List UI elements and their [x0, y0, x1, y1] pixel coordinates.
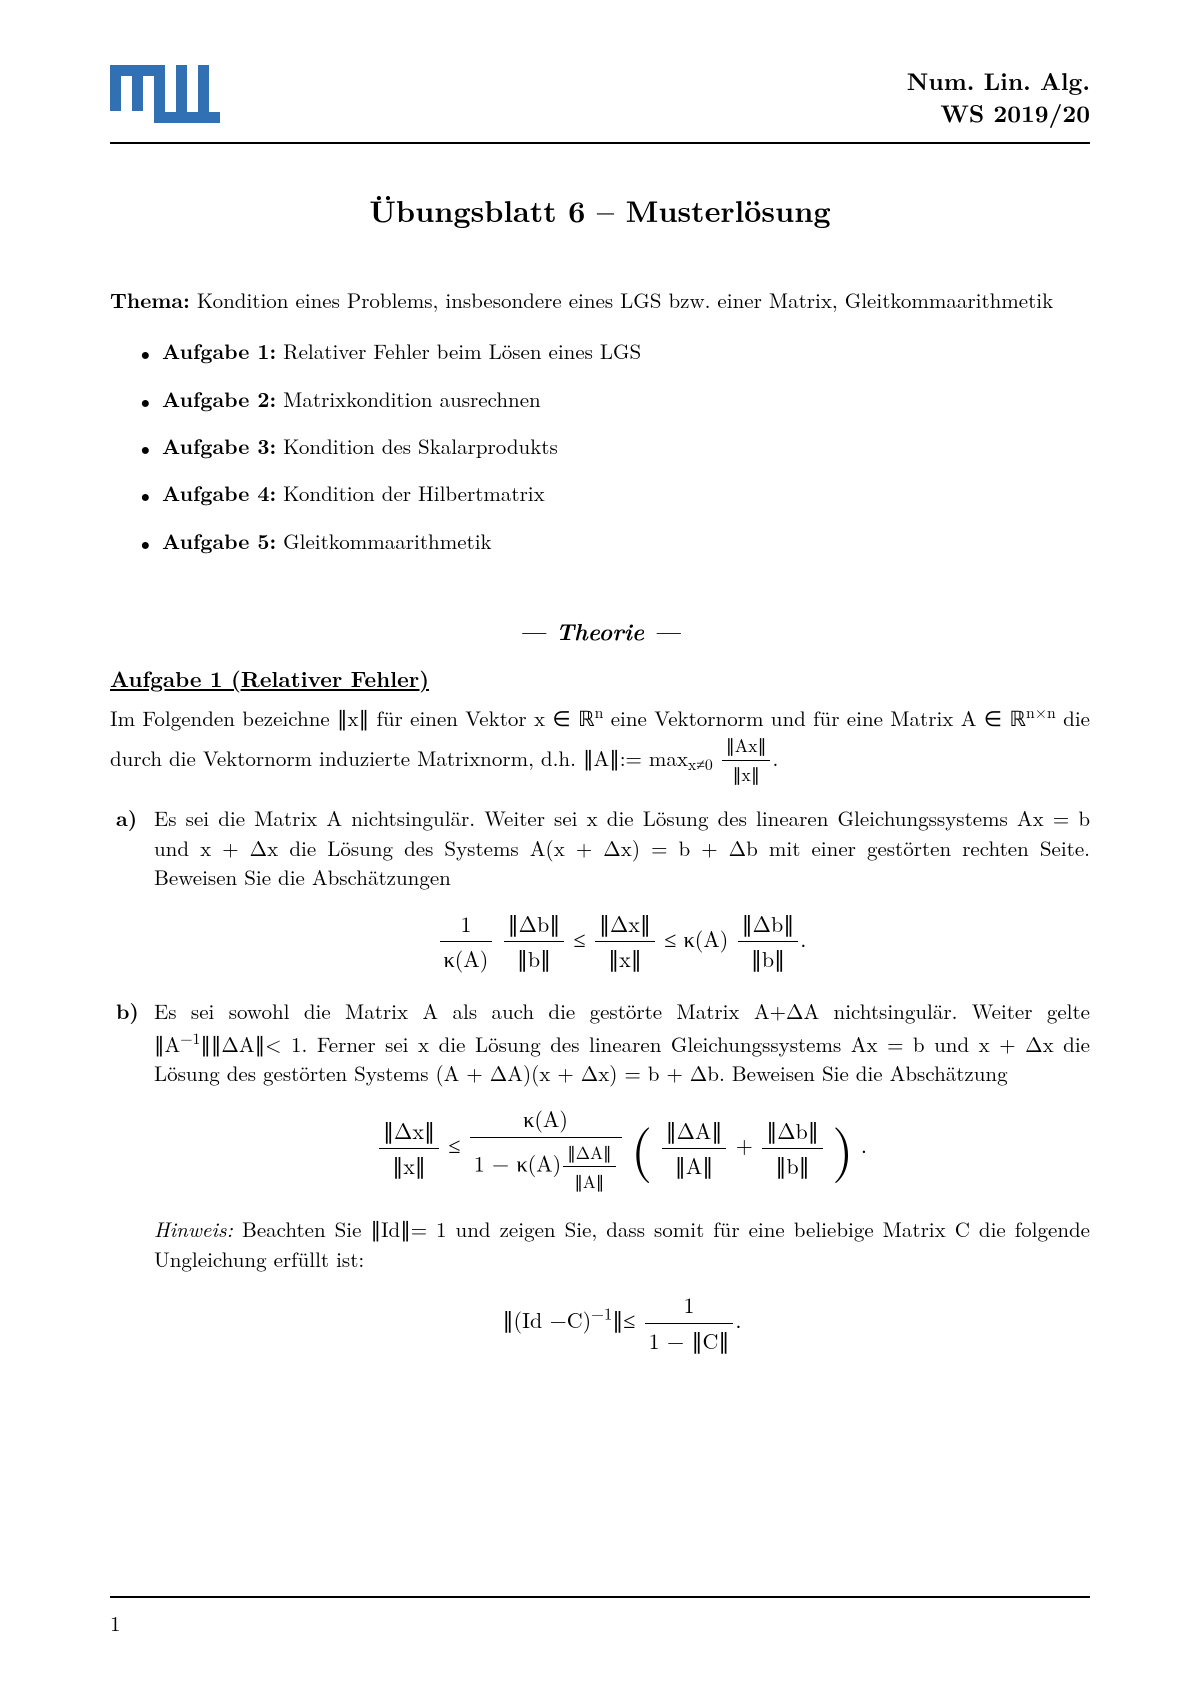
exercise-header: Aufgabe 1 (Relativer Fehler)	[110, 664, 1090, 695]
course-name: Num. Lin. Alg.	[907, 65, 1090, 97]
page-title: Übungsblatt 6 – Musterlösung	[110, 189, 1090, 231]
aufgabe1-intro: Im Folgenden bezeichne ∥x∥ für einen Vek…	[110, 701, 1090, 788]
part-marker: b)	[116, 997, 139, 1026]
task-text: Relativer Fehler beim Lösen eines LGS	[283, 336, 641, 366]
page-header: Num. Lin. Alg. WS 2019/20	[110, 65, 1090, 144]
part-a-text: Es sei die Matrix A nichtsingulär. Weite…	[154, 803, 1090, 892]
equation-hinweis: ∥(Id −C)−1∥≤ 11 − ∥C∥.	[154, 1290, 1090, 1357]
course-info: Num. Lin. Alg. WS 2019/20	[907, 65, 1090, 130]
task-item: Aufgabe 5: Gleitkommaarithmetik	[162, 527, 1090, 556]
task-list: Aufgabe 1: Relativer Fehler beim Lösen e…	[110, 337, 1090, 556]
task-item: Aufgabe 2: Matrixkondition ausrechnen	[162, 385, 1090, 414]
task-label: Aufgabe 2:	[162, 384, 276, 414]
part-b-text: Es sei sowohl die Matrix A als auch die …	[154, 996, 1090, 1088]
task-text: Gleitkommaarithmetik	[283, 526, 491, 556]
task-item: Aufgabe 1: Relativer Fehler beim Lösen e…	[162, 337, 1090, 366]
tum-logo	[110, 65, 220, 123]
task-label: Aufgabe 4:	[162, 478, 276, 508]
task-label: Aufgabe 3:	[162, 431, 276, 461]
section-divider-theorie: — Theorie —	[110, 616, 1090, 648]
inline-fraction: ∥Ax∥∥x∥	[722, 734, 771, 789]
task-label: Aufgabe 5:	[162, 526, 276, 556]
page-number: 1	[110, 1609, 121, 1638]
task-text: Matrixkondition ausrechnen	[283, 384, 541, 414]
task-item: Aufgabe 4: Kondition der Hilbertmatrix	[162, 479, 1090, 508]
thema-block: Thema: Kondition eines Problems, insbeso…	[110, 286, 1090, 315]
part-marker: a)	[116, 804, 137, 833]
equation-b: ∥Δx∥∥x∥ ≤ κ(A) 1 − κ(A)∥ΔA∥∥A∥ ( ∥ΔA∥∥A∥…	[154, 1104, 1090, 1193]
thema-text: Kondition eines Problems, insbesondere e…	[197, 285, 1053, 315]
task-label: Aufgabe 1:	[162, 336, 276, 366]
part-b: b) Es sei sowohl die Matrix A als auch d…	[154, 997, 1090, 1356]
task-item: Aufgabe 3: Kondition des Skalarprodukts	[162, 432, 1090, 461]
hinweis-label: Hinweis:	[154, 1214, 233, 1244]
task-text: Kondition der Hilbertmatrix	[283, 478, 545, 508]
task-text: Kondition des Skalarprodukts	[283, 431, 558, 461]
hinweis-block: Hinweis: Beachten Sie ∥Id∥= 1 und zeigen…	[154, 1215, 1090, 1274]
part-a: a) Es sei die Matrix A nichtsingulär. We…	[154, 804, 1090, 975]
aufgabe1-parts: a) Es sei die Matrix A nichtsingulär. We…	[110, 804, 1090, 1356]
footer-rule	[110, 1596, 1090, 1598]
thema-label: Thema:	[110, 285, 190, 315]
semester: WS 2019/20	[907, 97, 1090, 129]
equation-a: 1κ(A) ∥Δb∥∥b∥ ≤ ∥Δx∥∥x∥ ≤ κ(A) ∥Δb∥∥b∥.	[154, 909, 1090, 976]
